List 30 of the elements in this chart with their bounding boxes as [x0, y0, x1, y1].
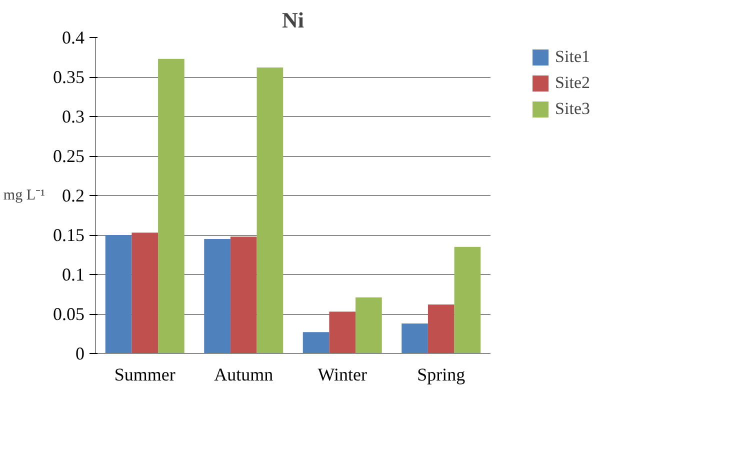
bar: [428, 304, 454, 354]
y-tick-label: 0.05: [53, 304, 84, 324]
y-tick-label: 0.15: [53, 225, 84, 245]
x-tick-label: Summer: [114, 364, 176, 384]
y-tick-label: 0.2: [62, 186, 84, 206]
y-tick-label: 0.1: [62, 264, 84, 284]
y-tick-label: 0.4: [62, 28, 84, 48]
bar: [256, 68, 284, 354]
y-tick-label: 0.25: [53, 146, 84, 166]
bar: [329, 312, 356, 354]
bar: [402, 323, 428, 354]
legend-label: Site2: [555, 73, 590, 93]
y-tick-label: 0.3: [62, 106, 84, 126]
chart-title: Ni: [282, 8, 304, 32]
bar: [105, 235, 132, 354]
bar: [132, 232, 158, 354]
bar: [356, 297, 382, 354]
x-tick-label: Autumn: [214, 364, 274, 384]
y-tick-label: 0: [76, 344, 84, 364]
bar: [204, 238, 230, 354]
legend-label: Site3: [555, 99, 590, 119]
bar: [302, 332, 330, 354]
legend-label: Site1: [555, 47, 590, 67]
bar: [158, 58, 184, 354]
bar: [230, 236, 257, 354]
x-tick-label: Spring: [417, 364, 466, 384]
y-tick-label: 0.35: [53, 67, 84, 87]
y-axis-title: mg L⁻¹: [3, 188, 45, 204]
bar: [454, 246, 481, 354]
x-tick-label: Winter: [318, 364, 368, 384]
